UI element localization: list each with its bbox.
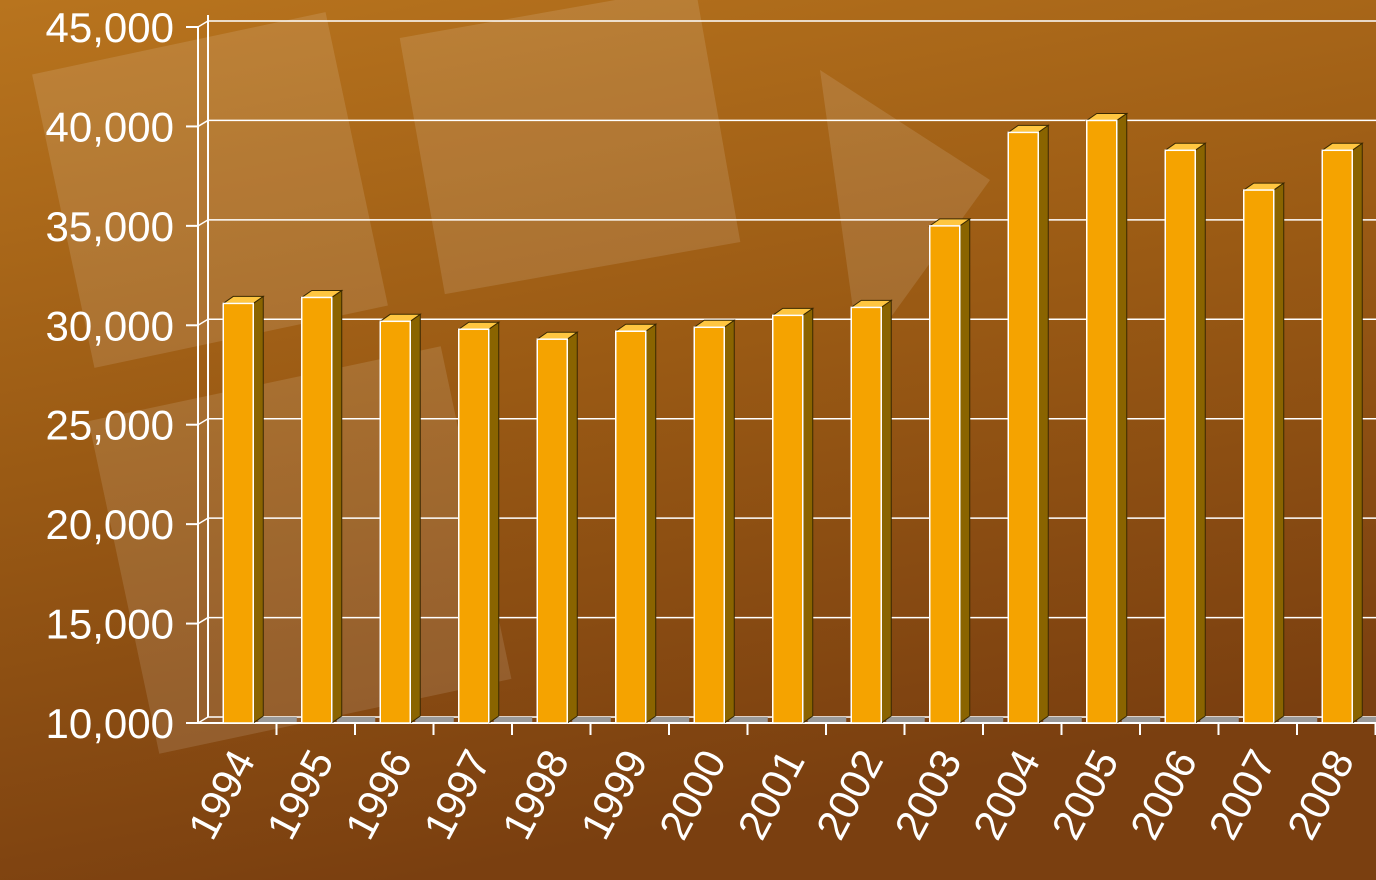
bar-side xyxy=(409,313,421,724)
bar-side xyxy=(1037,124,1049,724)
y-tick-label: 10,000 xyxy=(46,700,174,747)
floor-sliver xyxy=(1357,717,1376,722)
floor-sliver xyxy=(1200,717,1239,722)
bar xyxy=(301,296,333,724)
y-tick-label: 25,000 xyxy=(46,402,174,449)
bar-side xyxy=(488,321,500,724)
floor-sliver xyxy=(415,717,454,722)
grid-connector xyxy=(197,119,209,128)
grid-connector xyxy=(197,517,209,525)
bar-side xyxy=(959,217,971,724)
bar xyxy=(458,328,490,724)
bar-side xyxy=(723,319,735,724)
floor-sliver xyxy=(1121,717,1161,722)
bar xyxy=(1086,119,1118,724)
floor-sliver xyxy=(258,717,297,722)
bar xyxy=(615,330,647,724)
bar xyxy=(693,326,725,724)
floor-sliver xyxy=(572,717,611,722)
bar xyxy=(929,225,961,724)
bar xyxy=(1007,131,1039,724)
bar-side xyxy=(1194,142,1206,724)
y-tick-label: 45,000 xyxy=(46,4,174,51)
bar-side xyxy=(802,307,814,724)
bar-side xyxy=(1351,142,1363,724)
bar xyxy=(379,320,411,724)
bar-side xyxy=(252,295,264,724)
floor-sliver xyxy=(729,717,768,722)
grid-connector xyxy=(197,716,209,724)
floor-sliver xyxy=(886,717,925,722)
bar xyxy=(222,302,254,724)
y-tick-label: 15,000 xyxy=(46,601,174,648)
grid-connector xyxy=(197,418,209,426)
floor-sliver xyxy=(807,717,847,722)
floor-sliver xyxy=(1043,717,1082,722)
bar xyxy=(1321,149,1353,724)
grid-connector xyxy=(197,616,209,625)
grid-connector xyxy=(197,219,209,227)
y-tick-label: 35,000 xyxy=(46,203,174,250)
floor-sliver xyxy=(964,717,1004,722)
grid-connector xyxy=(197,318,209,326)
bar-side xyxy=(331,289,343,724)
bar-side xyxy=(645,323,657,724)
bar xyxy=(850,306,882,724)
bar-side xyxy=(1116,112,1128,724)
floor-sliver xyxy=(336,717,376,722)
floor-sliver xyxy=(493,717,533,722)
bar-side xyxy=(1273,182,1285,724)
bar xyxy=(1164,149,1196,724)
bar-side xyxy=(880,299,892,724)
floor-sliver xyxy=(1278,717,1318,722)
bar xyxy=(772,314,804,724)
y-tick-label: 30,000 xyxy=(46,302,174,349)
floor-sliver xyxy=(650,717,690,722)
y-tick-label: 40,000 xyxy=(46,103,174,150)
y-tick-label: 20,000 xyxy=(46,501,174,548)
bar xyxy=(536,338,568,724)
bar xyxy=(1243,189,1275,724)
bar-side xyxy=(566,331,578,724)
grid-connector xyxy=(197,20,209,28)
